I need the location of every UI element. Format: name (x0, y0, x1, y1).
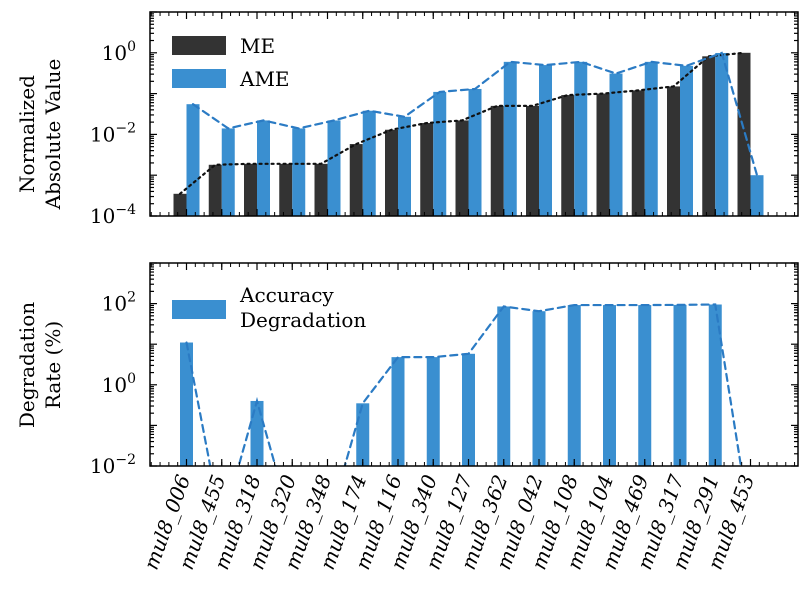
legend-swatch-accuracy (172, 300, 226, 319)
bar-ame-mul8_006 (186, 104, 200, 216)
y-tick-label: 102 (102, 290, 136, 316)
bar-accuracy-mul8_174 (356, 403, 370, 466)
top-lines (178, 51, 759, 195)
bar-ame-mul8_108 (574, 61, 588, 216)
bottom-y-label-line2: Rate (%) (41, 321, 65, 409)
y-tick-label: 100 (102, 371, 136, 397)
bar-me-mul8_320 (279, 163, 293, 216)
bar-ame-mul8_469 (644, 61, 658, 216)
bar-me-mul8_340 (420, 123, 434, 216)
x-tick-labels: mul8_006mul8_455mul8_318mul8_320mul8_348… (139, 471, 759, 573)
top-legend: ME AME (172, 34, 290, 91)
bar-ame-mul8_174 (362, 110, 376, 216)
bar-accuracy-mul8_006 (180, 342, 193, 466)
bar-me-mul8_317 (667, 86, 680, 216)
bottom-ticks (150, 262, 798, 467)
bottom-panel: 10−2 100 102 Degradation Rate (%) Accuracy… (15, 262, 799, 478)
bar-accuracy-mul8_362 (497, 306, 511, 466)
bar-me-mul8_127 (455, 120, 469, 216)
bar-me-mul8_362 (490, 105, 504, 216)
bar-me-mul8_042 (526, 105, 539, 216)
y-tick-label: 10−2 (90, 452, 136, 478)
bar-me-mul8_108 (561, 95, 575, 216)
bar-accuracy-mul8_042 (532, 311, 546, 466)
y-tick-label: 100 (102, 39, 136, 65)
bar-ame-mul8_291 (715, 52, 729, 216)
bar-ame-mul8_318 (257, 120, 270, 216)
bar-me-mul8_455 (208, 164, 222, 216)
line-accuracy (185, 303, 743, 466)
bar-ame-mul8_455 (221, 128, 235, 216)
bottom-y-label-line1: Degradation (15, 302, 39, 428)
legend-swatch-ame (172, 69, 226, 88)
bottom-legend: Accuracy Degradation (172, 283, 366, 332)
bar-accuracy-mul8_317 (673, 304, 687, 466)
bar-ame-mul8_362 (503, 61, 517, 216)
top-ticks (150, 11, 798, 217)
bar-me-mul8_469 (631, 90, 645, 216)
bar-ame-mul8_340 (433, 91, 447, 216)
bar-ame-mul8_317 (680, 65, 693, 216)
bar-me-mul8_291 (702, 56, 716, 216)
legend-label-accuracy-line1: Accuracy (239, 283, 334, 307)
legend-swatch-me (172, 36, 226, 55)
top-y-label-line1: Normalized (15, 75, 39, 193)
top-panel: 10−4 10−2 100 Normalized Absolute Value ME… (15, 11, 799, 228)
bar-ame-mul8_042 (539, 65, 552, 216)
bar-accuracy-mul8_318 (250, 400, 264, 466)
line-me (178, 51, 746, 195)
bar-me-mul8_174 (349, 144, 363, 216)
bottom-lines (185, 303, 743, 466)
top-bars (173, 52, 764, 216)
bottom-axes-frame (149, 262, 799, 467)
bottom-y-tick-labels: 10−2 100 102 (90, 290, 136, 478)
y-tick-label: 10−4 (90, 202, 136, 228)
bar-accuracy-mul8_291 (708, 304, 722, 466)
top-axes-frame (149, 11, 799, 217)
bar-me-mul8_116 (385, 129, 398, 216)
bar-accuracy-mul8_108 (567, 305, 581, 466)
bar-ame-mul8_116 (398, 116, 411, 216)
top-y-tick-labels: 10−4 10−2 100 (90, 39, 136, 228)
bar-me-mul8_006 (173, 193, 187, 216)
bar-ame-mul8_453 (750, 175, 764, 216)
legend-label-me: ME (240, 34, 275, 58)
bar-accuracy-mul8_116 (391, 357, 405, 466)
bar-me-mul8_318 (244, 163, 257, 216)
bar-accuracy-mul8_340 (426, 357, 440, 466)
bar-accuracy-mul8_469 (638, 305, 652, 466)
bottom-bars (180, 304, 722, 466)
top-y-label-line2: Absolute Value (41, 59, 65, 211)
y-tick-label: 10−2 (90, 120, 136, 146)
bar-accuracy-mul8_104 (603, 305, 616, 466)
line-ame (191, 51, 759, 177)
bar-me-mul8_348 (314, 163, 328, 216)
bar-me-mul8_453 (737, 52, 751, 216)
bar-ame-mul8_127 (468, 88, 482, 216)
bar-ame-mul8_348 (327, 120, 341, 216)
legend-label-accuracy-line2: Degradation (240, 308, 366, 332)
bar-me-mul8_104 (596, 93, 610, 216)
bar-ame-mul8_320 (292, 128, 306, 216)
bar-accuracy-mul8_127 (462, 353, 475, 466)
bar-ame-mul8_104 (609, 73, 623, 216)
legend-label-ame: AME (239, 67, 290, 91)
